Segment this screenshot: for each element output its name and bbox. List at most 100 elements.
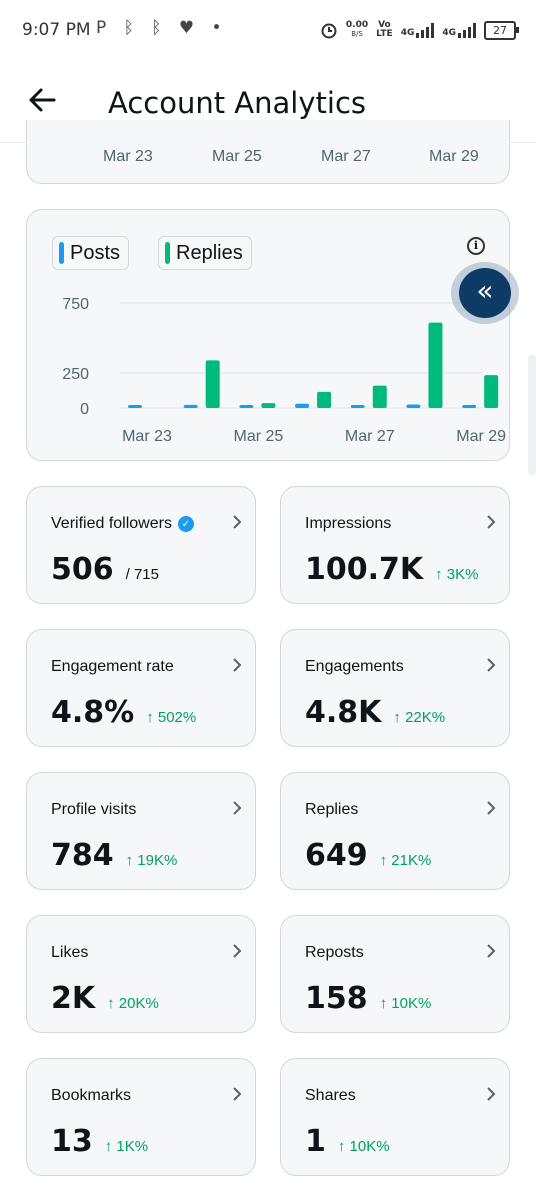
- sim1-signal: 4G: [401, 22, 435, 38]
- notification-icons: P ᛒ ᛒ ♥ •: [96, 18, 228, 38]
- stat-value: 4.8K: [305, 695, 382, 730]
- x-tick-label: Mar 29: [429, 148, 479, 165]
- x-tick-label: Mar 27: [344, 428, 394, 445]
- x-tick-label: Mar 23: [122, 428, 172, 445]
- chevron-right-icon: [487, 801, 496, 815]
- stat-value: 506: [51, 552, 114, 587]
- stat-value: 4.8%: [51, 695, 135, 730]
- bar-posts: [294, 403, 309, 408]
- bar-posts: [127, 404, 142, 408]
- scroll-handle[interactable]: [528, 355, 536, 475]
- stat-card-likes[interactable]: Likes 2K ↑ 20K%: [26, 915, 256, 1033]
- alarm-icon: [321, 23, 337, 39]
- stat-card-verified-followers[interactable]: Verified followers ✓ 506 / 715: [26, 486, 256, 604]
- stat-label: Profile visits: [51, 801, 137, 818]
- signal-icon: [416, 22, 435, 38]
- bar-posts: [350, 404, 365, 408]
- stat-label: Replies: [305, 801, 359, 818]
- volte-label: Vo LTE: [376, 20, 393, 39]
- stat-value: 100.7K: [305, 552, 424, 587]
- stat-label: Engagements: [305, 658, 404, 675]
- bar-replies: [427, 322, 442, 408]
- stat-label: Reposts: [305, 944, 364, 961]
- bar-chart: 750 250 0 Mar 23 Mar 25 Mar 27 Mar 29: [62, 296, 506, 445]
- stat-delta: ↑ 3K%: [435, 566, 479, 583]
- stat-value: 13: [51, 1124, 93, 1159]
- status-right: 0.00 B/S Vo LTE 4G 4G 27: [320, 18, 519, 42]
- bar-posts: [183, 404, 198, 408]
- stat-value: 2K: [51, 981, 96, 1016]
- legend-posts[interactable]: Posts: [52, 236, 130, 270]
- stat-label: Impressions: [305, 515, 392, 532]
- stat-delta: ↑ 1K%: [104, 1138, 149, 1155]
- stat-card-reposts[interactable]: Reposts 158 ↑ 10K%: [280, 915, 510, 1033]
- x-tick-label: Mar 25: [233, 428, 283, 445]
- x-tick-label: Mar 23: [103, 148, 153, 165]
- chevron-right-icon: [233, 515, 242, 529]
- bar-posts: [238, 404, 253, 408]
- chevron-right-icon: [233, 944, 242, 958]
- x-tick-label: Mar 27: [321, 148, 371, 165]
- stat-card-engagements[interactable]: Engagements 4.8K ↑ 22K%: [280, 629, 510, 747]
- sim2-signal: 4G: [442, 22, 476, 38]
- legend-swatch: [59, 242, 64, 264]
- stat-delta: ↑ 19K%: [125, 852, 178, 869]
- stat-delta: ↑ 10K%: [337, 1138, 390, 1155]
- info-icon[interactable]: i: [467, 237, 485, 255]
- stat-value: 1: [305, 1124, 326, 1159]
- chevron-right-icon: [487, 944, 496, 958]
- status-time: 9:07 PM: [22, 20, 91, 40]
- status-bar: 9:07 PM P ᛒ ᛒ ♥ • 0.00 B/S Vo LTE 4G 4G 27: [0, 0, 536, 60]
- chevron-right-icon: [487, 515, 496, 529]
- stat-value: 784: [51, 838, 114, 873]
- stat-card-impressions[interactable]: Impressions 100.7K ↑ 3K%: [280, 486, 510, 604]
- page-title: Account Analytics: [108, 86, 366, 120]
- stat-value: 649: [305, 838, 368, 873]
- stat-label: Likes: [51, 944, 89, 961]
- y-tick-label: 750: [62, 296, 89, 313]
- legend-replies[interactable]: Replies: [158, 236, 252, 270]
- chevron-right-icon: [233, 1087, 242, 1101]
- stat-delta: ↑ 20K%: [107, 995, 159, 1012]
- chevron-right-icon: [487, 658, 496, 672]
- verified-badge-icon: ✓: [177, 516, 194, 532]
- stat-card-profile-visits[interactable]: Profile visits 784 ↑ 19K%: [26, 772, 256, 890]
- x-tick-label: Mar 29: [456, 428, 506, 445]
- signal-icon: [458, 22, 476, 38]
- stat-total: / 715: [125, 566, 159, 583]
- bar-replies: [260, 402, 275, 408]
- stat-card-engagement-rate[interactable]: Engagement rate 4.8% ↑ 502%: [26, 629, 256, 747]
- bar-posts: [405, 404, 420, 408]
- bar-posts: [461, 404, 476, 408]
- stat-delta: ↑ 10K%: [379, 995, 432, 1012]
- stat-label: Bookmarks: [51, 1087, 132, 1104]
- stat-card-bookmarks[interactable]: Bookmarks 13 ↑ 1K%: [26, 1058, 256, 1176]
- stat-label: Engagement rate: [51, 658, 174, 675]
- bar-replies: [483, 374, 498, 408]
- posts-replies-chart-card: Posts Replies i 750 250 0 Mar 23 Mar 25 Mar 2…: [26, 209, 510, 461]
- arrow-left-icon[interactable]: [26, 84, 58, 116]
- bar-replies: [205, 359, 220, 408]
- battery-icon: 27: [484, 20, 519, 40]
- x-tick-label: Mar 25: [212, 148, 262, 165]
- y-tick-label: 0: [80, 401, 89, 418]
- previous-chart-card: Mar 23 Mar 25 Mar 27 Mar 29: [26, 120, 510, 184]
- net-speed: 0.00 B/S: [345, 20, 369, 39]
- stat-value: 158: [305, 981, 368, 1016]
- bar-replies: [372, 385, 387, 408]
- stat-label: Verified followers: [51, 515, 172, 532]
- stat-label: Shares: [305, 1087, 356, 1104]
- legend-swatch: [165, 242, 170, 264]
- y-tick-label: 250: [62, 366, 89, 383]
- chevron-right-icon: [233, 801, 242, 815]
- double-chevron-left-icon[interactable]: «: [459, 268, 511, 318]
- stat-delta: ↑ 22K%: [393, 709, 446, 726]
- stat-card-shares[interactable]: Shares 1 ↑ 10K%: [280, 1058, 510, 1176]
- stat-delta: ↑ 21K%: [379, 852, 432, 869]
- stat-delta: ↑ 502%: [146, 709, 197, 726]
- bar-replies: [316, 391, 331, 408]
- chevron-right-icon: [487, 1087, 496, 1101]
- app-header: Account Analytics: [0, 60, 536, 143]
- chevron-right-icon: [233, 658, 242, 672]
- stat-card-replies[interactable]: Replies 649 ↑ 21K%: [280, 772, 510, 890]
